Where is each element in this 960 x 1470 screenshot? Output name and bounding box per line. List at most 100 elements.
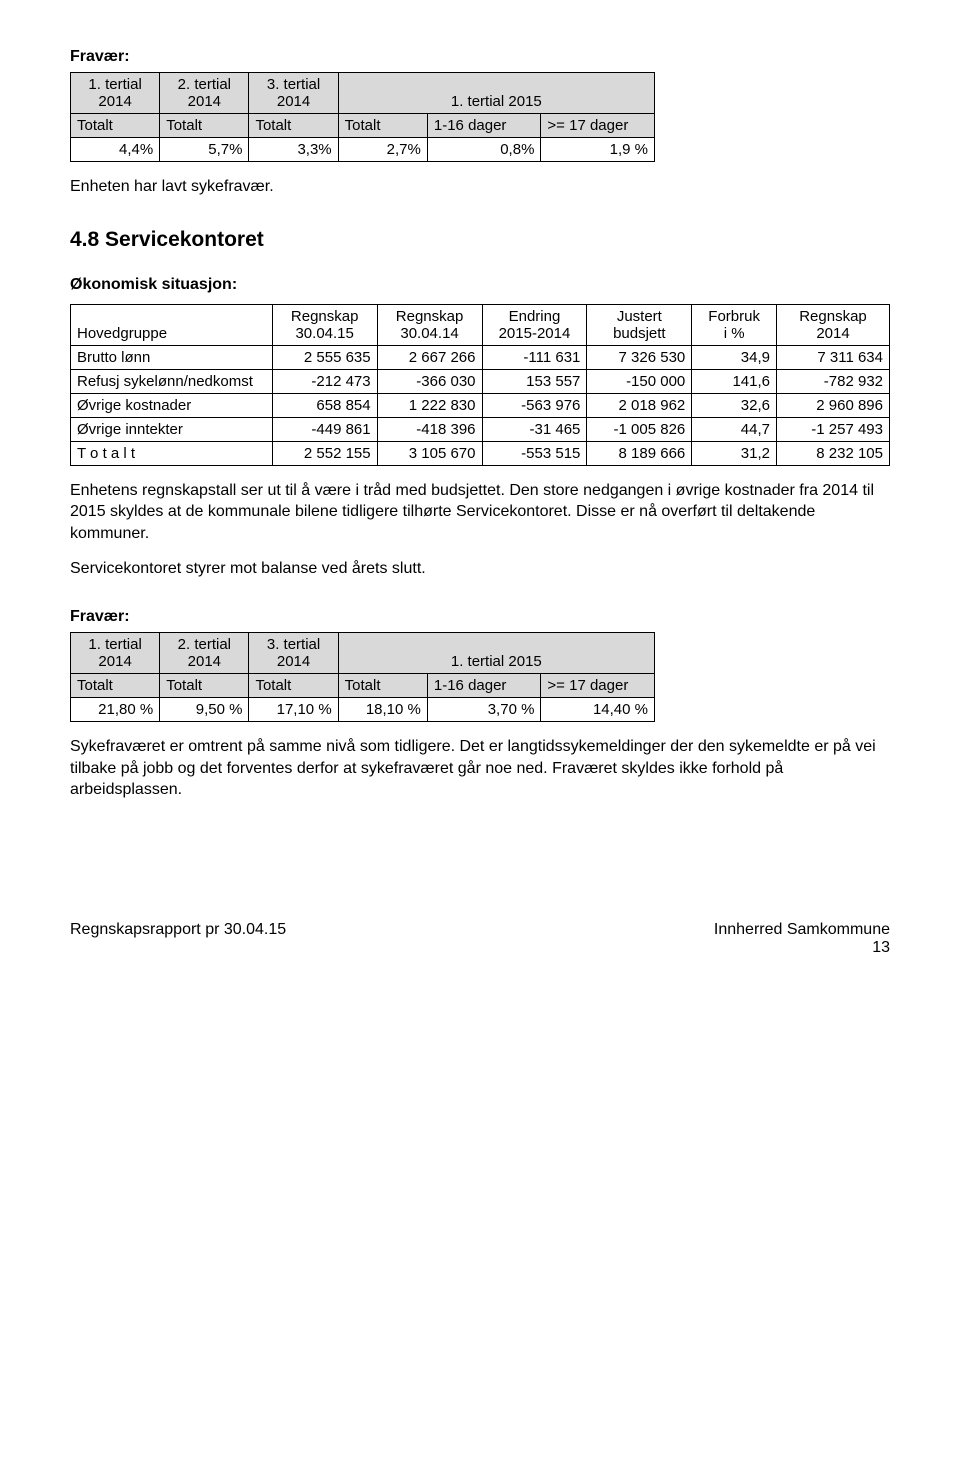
table-cell: -418 396 [377, 417, 482, 441]
header-text: Endring [509, 308, 561, 325]
col-header: 1. tertial 2015 [338, 632, 654, 673]
fravaer2-table: 1. tertial 2014 2. tertial 2014 3. terti… [70, 632, 655, 722]
col-subheader: Totalt [338, 114, 427, 138]
fravaer2-title: Fravær: [70, 608, 890, 626]
col-header: 3. tertial 2014 [249, 73, 338, 114]
col-header: Regnskap 2014 [777, 304, 890, 345]
col-subheader: Totalt [160, 114, 249, 138]
header-text: i % [724, 325, 745, 342]
document-page: Fravær: 1. tertial 2014 2. tertial 2014 … [0, 0, 960, 1005]
table-cell: 21,80 % [71, 697, 160, 721]
header-text: Regnskap [396, 308, 464, 325]
col-header: 1. tertial 2014 [71, 632, 160, 673]
row-label: Øvrige inntekter [71, 417, 273, 441]
table-cell: 7 326 530 [587, 345, 692, 369]
fravaer1-table: 1. tertial 2014 2. tertial 2014 3. terti… [70, 72, 655, 162]
header-text: 2014 [188, 93, 221, 110]
col-header: 3. tertial 2014 [249, 632, 338, 673]
paragraph-1: Enhetens regnskapstall ser ut til å være… [70, 480, 890, 545]
col-subheader: Totalt [71, 673, 160, 697]
row-label: Brutto lønn [71, 345, 273, 369]
header-text: 3. tertial [267, 636, 320, 653]
table-cell: -449 861 [272, 417, 377, 441]
header-text: 30.04.14 [400, 325, 458, 342]
table-cell: 7 311 634 [777, 345, 890, 369]
table-cell: 2 667 266 [377, 345, 482, 369]
row-label: Refusj sykelønn/nedkomst [71, 369, 273, 393]
table-cell: 4,4% [71, 138, 160, 162]
okonomisk-subheading: Økonomisk situasjon: [70, 276, 890, 294]
table-cell: 153 557 [482, 369, 587, 393]
col-header: Justert budsjett [587, 304, 692, 345]
header-text: 3. tertial [267, 76, 320, 93]
table-cell: 31,2 [692, 441, 777, 465]
header-text: Justert [617, 308, 662, 325]
col-subheader: Totalt [249, 114, 338, 138]
table-row: 4,4% 5,7% 3,3% 2,7% 0,8% 1,9 % [71, 138, 655, 162]
table-cell: -1 005 826 [587, 417, 692, 441]
paragraph-2: Servicekontoret styrer mot balanse ved å… [70, 558, 890, 580]
table-cell: 2 960 896 [777, 393, 890, 417]
table-cell: 5,7% [160, 138, 249, 162]
header-text: 1. tertial [88, 636, 141, 653]
col-subheader: 1-16 dager [427, 114, 541, 138]
table-cell: 34,9 [692, 345, 777, 369]
header-text: 2015-2014 [499, 325, 571, 342]
table-cell: 9,50 % [160, 697, 249, 721]
header-text: 30.04.15 [295, 325, 353, 342]
fravaer1-title: Fravær: [70, 48, 890, 66]
col-subheader: 1-16 dager [427, 673, 541, 697]
header-text: 2014 [98, 93, 131, 110]
col-subheader: >= 17 dager [541, 673, 655, 697]
col-header: 1. tertial 2015 [338, 73, 654, 114]
paragraph-3: Sykefraværet er omtrent på samme nivå so… [70, 736, 890, 801]
table-cell: 658 854 [272, 393, 377, 417]
table-cell: 3,3% [249, 138, 338, 162]
table-cell: 0,8% [427, 138, 541, 162]
table-row: 21,80 % 9,50 % 17,10 % 18,10 % 3,70 % 14… [71, 697, 655, 721]
table-row: Refusj sykelønn/nedkomst -212 473 -366 0… [71, 369, 890, 393]
header-text: Forbruk [708, 308, 760, 325]
table-cell: 1 222 830 [377, 393, 482, 417]
economic-table: Hovedgruppe Regnskap 30.04.15 Regnskap 3… [70, 304, 890, 466]
table-cell: -31 465 [482, 417, 587, 441]
col-header: 2. tertial 2014 [160, 73, 249, 114]
footer-right: Innherred Samkommune 13 [714, 921, 890, 957]
col-subheader: Totalt [249, 673, 338, 697]
table-cell: -782 932 [777, 369, 890, 393]
table-row: 1. tertial 2014 2. tertial 2014 3. terti… [71, 73, 655, 114]
table-cell: -553 515 [482, 441, 587, 465]
table-row: 1. tertial 2014 2. tertial 2014 3. terti… [71, 632, 655, 673]
col-header: 2. tertial 2014 [160, 632, 249, 673]
col-header: Hovedgruppe [71, 304, 273, 345]
table-cell: 2,7% [338, 138, 427, 162]
table-row: Brutto lønn 2 555 635 2 667 266 -111 631… [71, 345, 890, 369]
table-cell: 3,70 % [427, 697, 541, 721]
header-text: 2014 [816, 325, 849, 342]
table-cell: 3 105 670 [377, 441, 482, 465]
col-subheader: Totalt [338, 673, 427, 697]
table-row: Øvrige kostnader 658 854 1 222 830 -563 … [71, 393, 890, 417]
row-label: T o t a l t [71, 441, 273, 465]
table-cell: 8 189 666 [587, 441, 692, 465]
table-cell: 2 552 155 [272, 441, 377, 465]
table-cell: 14,40 % [541, 697, 655, 721]
page-footer: Regnskapsrapport pr 30.04.15 Innherred S… [70, 921, 890, 965]
fravaer1-after-text: Enheten har lavt sykefravær. [70, 176, 890, 198]
header-text: 2014 [188, 653, 221, 670]
table-cell: -1 257 493 [777, 417, 890, 441]
col-subheader: >= 17 dager [541, 114, 655, 138]
col-header: Regnskap 30.04.14 [377, 304, 482, 345]
table-row: Totalt Totalt Totalt Totalt 1-16 dager >… [71, 673, 655, 697]
table-row: Hovedgruppe Regnskap 30.04.15 Regnskap 3… [71, 304, 890, 345]
row-label: Øvrige kostnader [71, 393, 273, 417]
page-number: 13 [872, 939, 890, 956]
header-text: Regnskap [799, 308, 867, 325]
col-subheader: Totalt [71, 114, 160, 138]
table-cell: -150 000 [587, 369, 692, 393]
col-header: 1. tertial 2014 [71, 73, 160, 114]
table-cell: 32,6 [692, 393, 777, 417]
header-text: 2014 [277, 653, 310, 670]
header-text: 2. tertial [178, 636, 231, 653]
col-header: Forbruk i % [692, 304, 777, 345]
